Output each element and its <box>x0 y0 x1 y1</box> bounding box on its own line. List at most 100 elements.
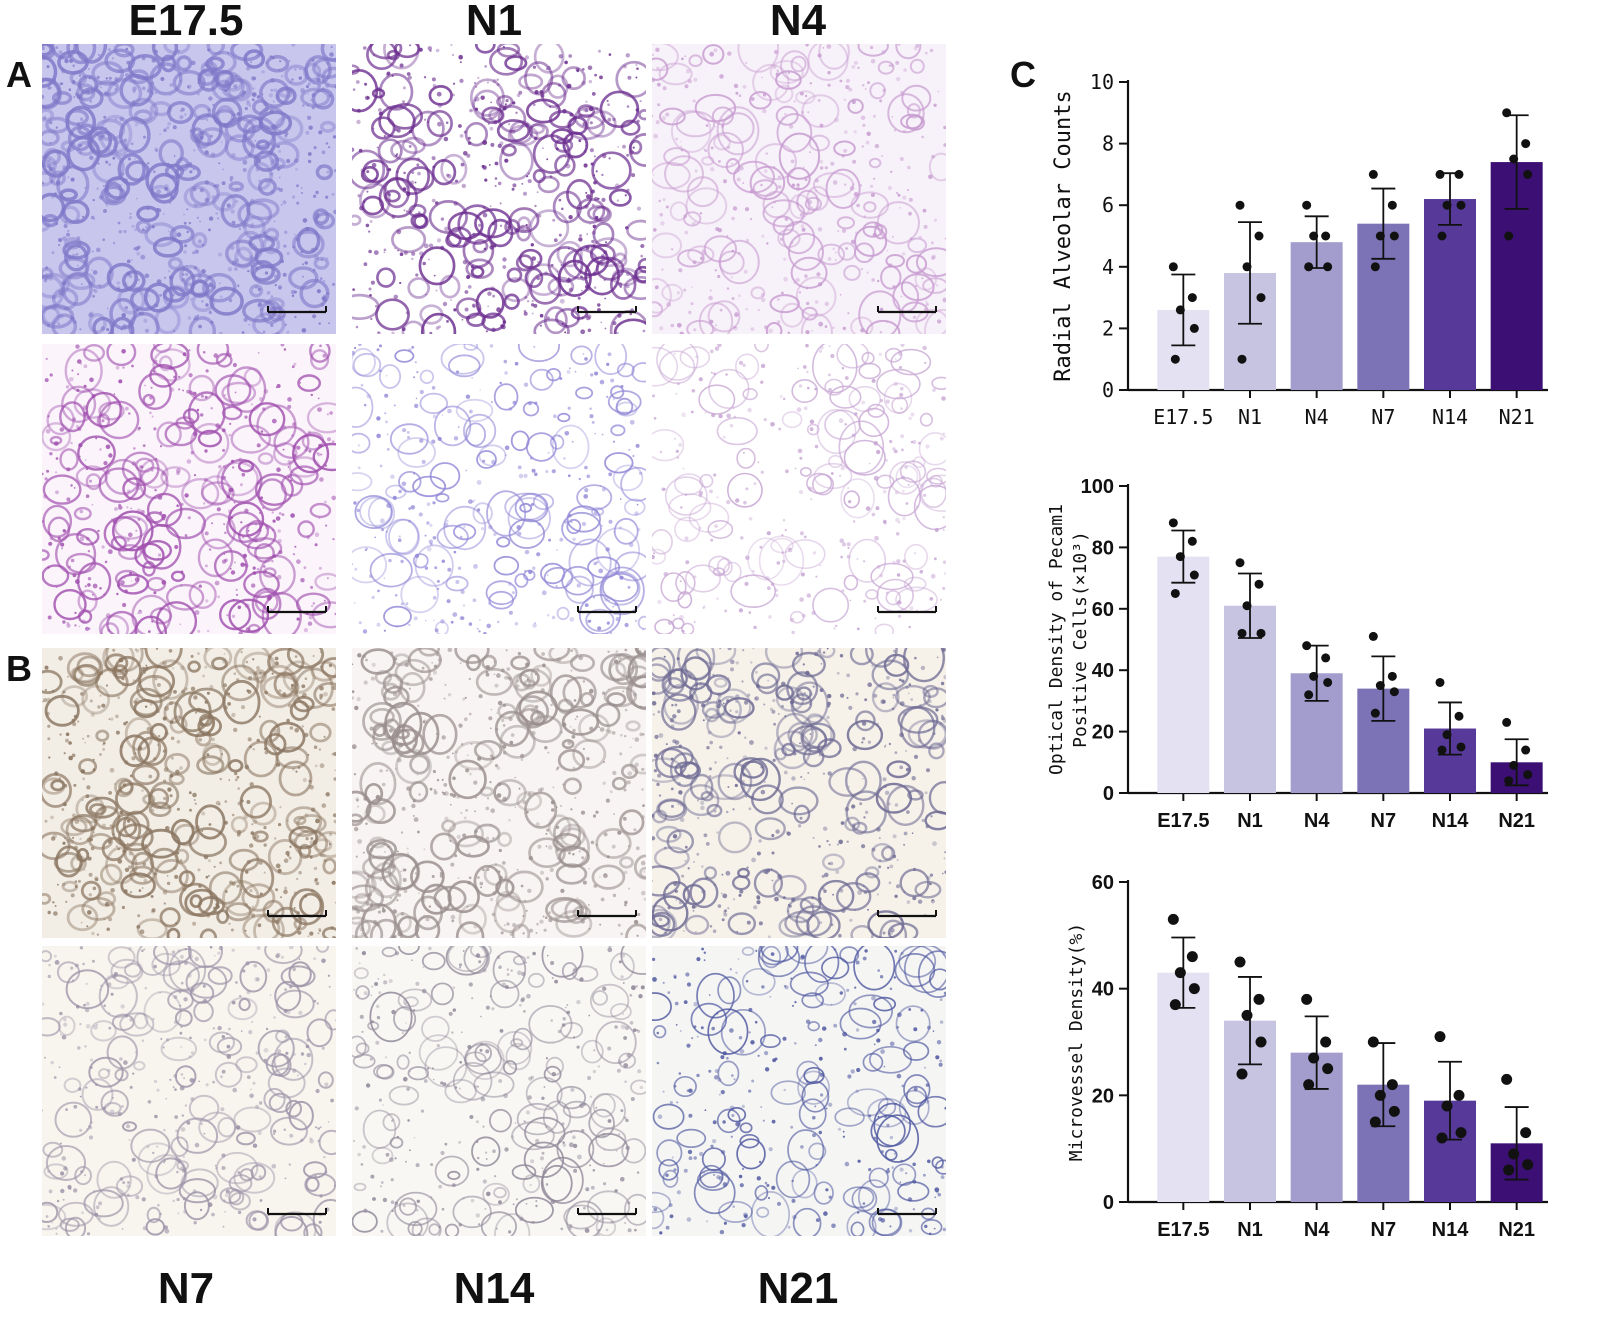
data-point <box>1435 169 1445 179</box>
data-point <box>1509 760 1519 770</box>
data-point <box>1454 711 1464 721</box>
column-label-n1: N1 <box>465 0 523 45</box>
data-point <box>1520 1127 1532 1139</box>
bar-n14 <box>1424 199 1476 390</box>
tissue-texture <box>652 648 946 938</box>
x-tick-label: N14 <box>1432 810 1470 832</box>
y-tick-label: 0 <box>1102 378 1114 402</box>
data-point <box>1237 628 1247 638</box>
data-point <box>1442 730 1452 740</box>
y-tick-label: 4 <box>1102 255 1114 279</box>
x-tick-label: N7 <box>1371 810 1397 832</box>
data-point <box>1168 262 1178 272</box>
y-tick-label: 40 <box>1092 979 1114 1001</box>
y-tick-label: 10 <box>1090 70 1114 94</box>
micrograph-he-n7 <box>42 344 336 634</box>
data-point <box>1521 745 1531 755</box>
data-point <box>1174 967 1186 979</box>
data-point <box>1504 231 1514 241</box>
y-tick-label: 8 <box>1102 132 1114 156</box>
data-point <box>1389 231 1399 241</box>
y-tick-label: 0 <box>1103 1192 1114 1214</box>
tissue-texture <box>42 344 336 634</box>
tissue-texture <box>352 648 646 938</box>
x-tick-label: N4 <box>1304 1219 1330 1241</box>
column-label-n7: N7 <box>157 1264 215 1313</box>
x-tick-label: N7 <box>1371 1219 1397 1241</box>
data-point <box>1388 1105 1400 1117</box>
micrograph-he-n21 <box>652 344 946 634</box>
data-point <box>1253 993 1265 1005</box>
micrograph-he-n14 <box>352 344 646 634</box>
y-axis-label-line-2: Positive Cells(×10³) <box>1070 531 1091 748</box>
panel-letter-c: C <box>1010 54 1036 95</box>
x-tick-label: E17.5 <box>1157 810 1209 832</box>
data-point <box>1442 200 1452 210</box>
micrograph-ihc-n4 <box>652 648 946 938</box>
tissue-background <box>352 946 646 1236</box>
bar-chart-1: 0 2 4 6 8 10 Radial Alveolar Counts E17.5 N1 N4 N7… <box>1051 70 1548 429</box>
data-point <box>1304 690 1314 700</box>
bar-e17-5 <box>1157 972 1210 1202</box>
x-tick-label: N14 <box>1432 405 1468 429</box>
data-point <box>1521 139 1531 149</box>
tissue-texture <box>652 344 946 634</box>
x-tick-label: N21 <box>1498 810 1535 832</box>
data-point <box>1434 1031 1446 1043</box>
data-point <box>1523 770 1533 780</box>
data-point <box>1369 1116 1381 1128</box>
y-axis-label: Optical Density of Pecam1 <box>1046 504 1067 775</box>
data-point <box>1454 169 1464 179</box>
micrograph-ihc-n21 <box>652 946 946 1236</box>
data-point <box>1187 293 1197 303</box>
tissue-texture <box>652 44 946 334</box>
data-point <box>1323 262 1333 272</box>
data-point <box>1509 154 1519 164</box>
data-point <box>1308 1052 1320 1064</box>
y-tick-label: 20 <box>1092 1085 1114 1107</box>
data-point <box>1242 262 1252 272</box>
data-point <box>1437 231 1447 241</box>
data-point <box>1441 1100 1453 1112</box>
y-tick-label: 6 <box>1102 193 1114 217</box>
data-point <box>1501 1073 1513 1085</box>
y-tick-label: 0 <box>1103 783 1114 805</box>
data-point <box>1237 354 1247 364</box>
y-tick-label: 100 <box>1081 476 1114 498</box>
data-point <box>1321 653 1331 663</box>
y-tick-label: 60 <box>1092 599 1114 621</box>
data-point <box>1503 1164 1515 1176</box>
tissue-texture <box>352 344 646 634</box>
data-point <box>1504 776 1514 786</box>
data-point <box>1175 552 1185 562</box>
data-point <box>1309 671 1319 681</box>
tissue-texture <box>42 648 336 938</box>
column-label-n21: N21 <box>757 1264 839 1313</box>
data-point <box>1302 200 1312 210</box>
column-label-n4: N4 <box>769 0 827 45</box>
data-point <box>1386 1079 1398 1091</box>
data-point <box>1256 293 1266 303</box>
data-point <box>1455 1127 1467 1139</box>
data-point <box>1435 677 1445 687</box>
data-point <box>1301 993 1313 1005</box>
y-tick-label: 60 <box>1092 872 1114 894</box>
data-point <box>1522 1159 1534 1171</box>
tissue-texture <box>352 946 646 1236</box>
micrograph-he-e17-5 <box>42 44 336 334</box>
micrograph-ihc-n7 <box>42 946 336 1236</box>
data-point <box>1189 570 1199 580</box>
x-tick-label: N14 <box>1432 1219 1470 1241</box>
data-point <box>1242 601 1252 611</box>
panel-letter-b: B <box>6 648 32 689</box>
data-point <box>1436 1132 1448 1144</box>
x-tick-label: N1 <box>1237 1219 1263 1241</box>
x-tick-label: N4 <box>1305 405 1329 429</box>
data-point <box>1236 1068 1248 1080</box>
data-point <box>1370 708 1380 718</box>
data-point <box>1256 628 1266 638</box>
data-point <box>1368 631 1378 641</box>
data-point <box>1502 108 1512 118</box>
data-point <box>1323 677 1333 687</box>
